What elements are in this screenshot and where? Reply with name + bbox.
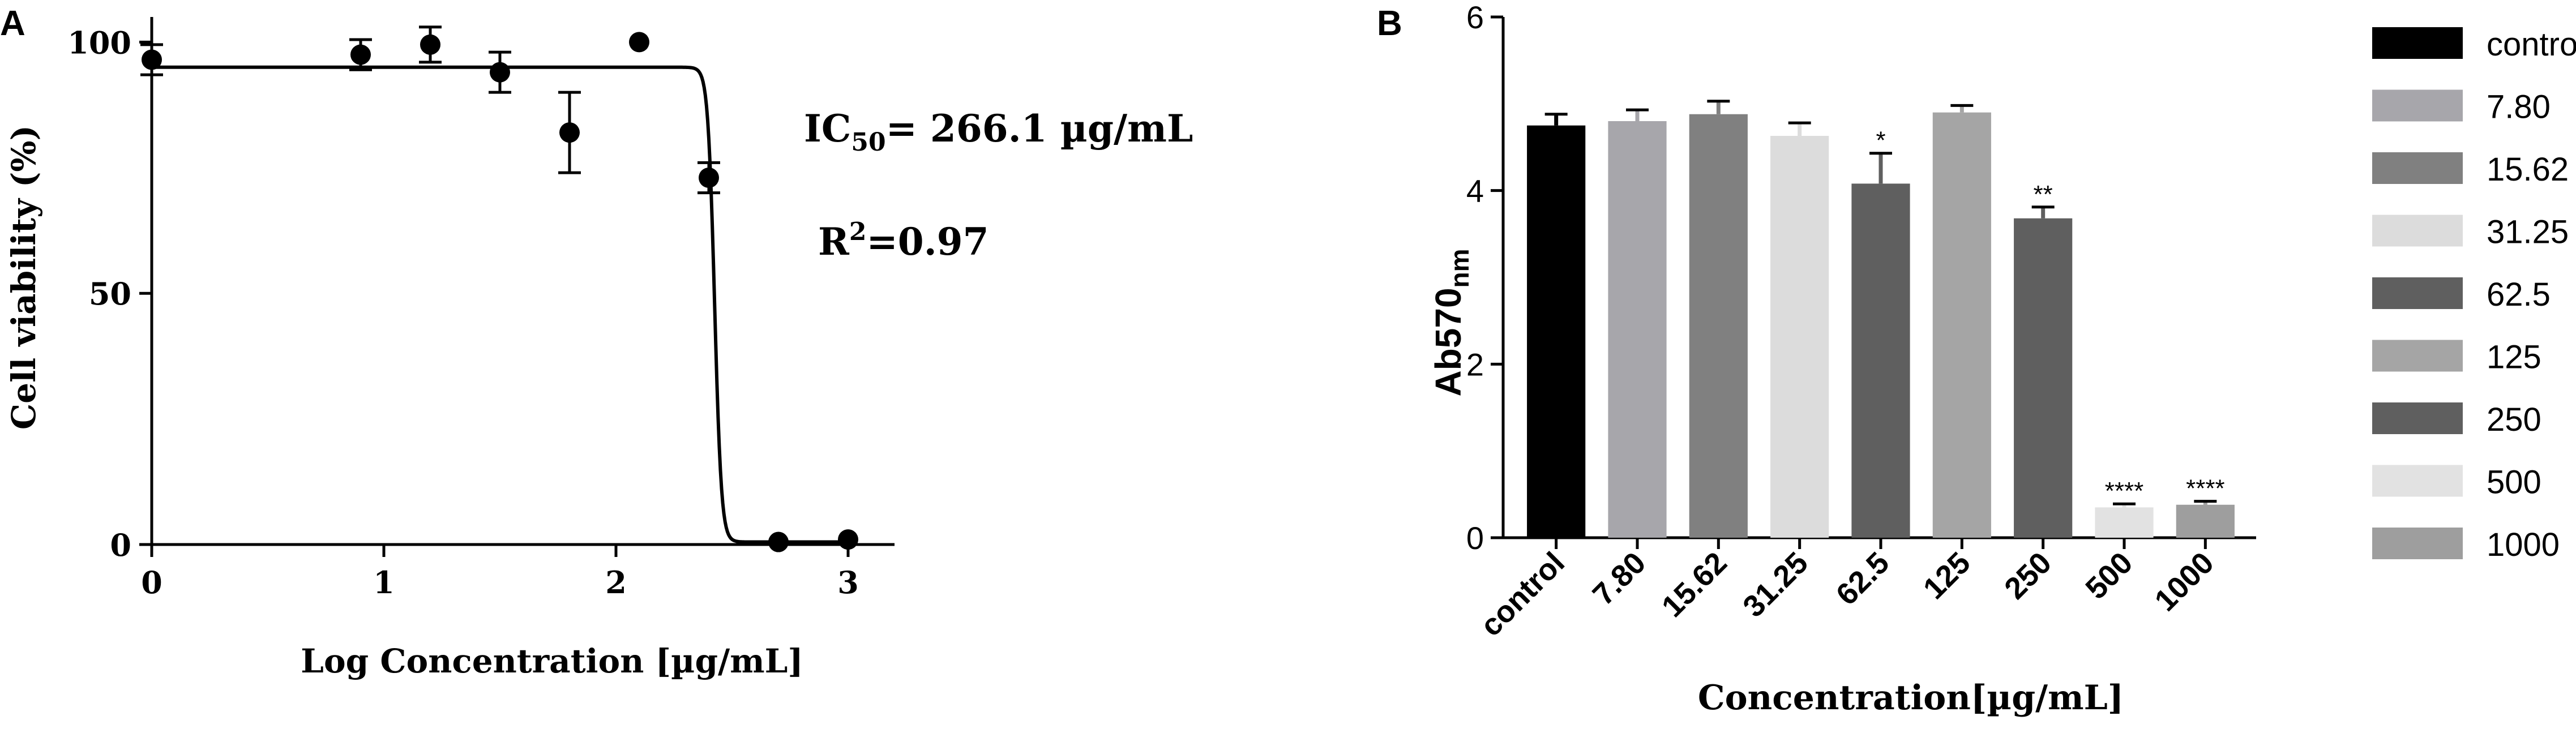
legend-swatch <box>2372 402 2463 434</box>
bar <box>1689 114 1748 538</box>
legend-label: 15.62 <box>2487 151 2569 188</box>
significance-label: ** <box>2034 181 2053 208</box>
data-point <box>420 34 440 55</box>
y-label-main: Ab570 <box>1428 288 1469 396</box>
ic50-value: = 266.1 µg/mL <box>886 106 1193 151</box>
legend-label: 31.25 <box>2487 214 2569 251</box>
data-point <box>142 49 162 70</box>
bar <box>1851 183 1910 538</box>
legend-label: 500 <box>2487 464 2541 501</box>
panel-a-letter: A <box>0 4 25 43</box>
panel-a-y-tick-label: 0 <box>110 527 131 563</box>
data-point <box>350 44 371 65</box>
panel-a-x-tick-label: 1 <box>373 564 395 601</box>
panel-a: A 0 50 100 0 1 2 3 Cell viability (%) Log Conc… <box>0 4 1193 680</box>
panel-b-x-tick-label: 250 <box>1998 546 2058 606</box>
data-point <box>559 122 580 143</box>
panel-b-x-tick-label: 62.5 <box>1830 546 1896 612</box>
panel-b-x-tick-label: control <box>1474 546 1571 643</box>
significance-label: **** <box>2105 477 2144 505</box>
panel-a-fit-curve <box>152 65 848 544</box>
panel-b-y-axis-label: Ab570nm <box>1428 248 1474 396</box>
fit-curve <box>152 65 848 544</box>
panel-b-x-tick-label: 15.62 <box>1655 546 1734 624</box>
bar <box>1608 121 1667 538</box>
legend-label: control <box>2487 26 2576 63</box>
r2-superscript: 2 <box>849 217 867 246</box>
legend-swatch <box>2372 89 2463 122</box>
data-point <box>699 168 719 188</box>
legend-label: 1000 <box>2487 526 2560 563</box>
r2-annotation: R2=0.97 <box>818 217 989 264</box>
legend-label: 250 <box>2487 401 2541 438</box>
legend-swatch <box>2372 465 2463 497</box>
legend-label: 7.80 <box>2487 89 2551 126</box>
panel-b-y-tick-label: 0 <box>1466 520 1484 556</box>
bar <box>2176 504 2235 538</box>
legend-swatch <box>2372 27 2463 59</box>
panel-b-x-tick-label: 31.25 <box>1736 546 1815 624</box>
data-point <box>490 62 510 83</box>
panel-a-x-tick-label: 3 <box>837 564 859 601</box>
legend-label: 125 <box>2487 339 2541 376</box>
significance-label: * <box>1876 127 1885 155</box>
significance-label: **** <box>2186 475 2225 503</box>
panel-b-x-axis-label: Concentration[µg/mL] <box>1698 678 2124 718</box>
data-point <box>629 32 649 53</box>
ic50-annotation: IC50= 266.1 µg/mL <box>804 106 1193 157</box>
legend-swatch <box>2372 152 2463 184</box>
panel-a-data-points <box>140 25 858 552</box>
r2-value: =0.97 <box>866 220 989 264</box>
panel-b-bars: ******* **** <box>1527 100 2235 538</box>
panel-b-y-tick-label: 6 <box>1466 0 1484 35</box>
panel-a-x-tick-label: 2 <box>605 564 627 601</box>
bar <box>2014 218 2073 538</box>
panel-b-y-tick-label: 2 <box>1466 346 1484 382</box>
panel-a-y-tick-label: 50 <box>89 276 131 312</box>
panel-a-y-tick-label: 100 <box>67 24 131 61</box>
ic50-subscript: 50 <box>851 128 885 157</box>
panel-b-x-tick-label: 1000 <box>2148 546 2220 618</box>
bar <box>1932 112 1991 538</box>
bar <box>1770 136 1829 538</box>
r2-prefix: R <box>818 220 850 264</box>
legend-label: 62.5 <box>2487 276 2551 313</box>
bar <box>2095 507 2154 538</box>
panel-b-letter: B <box>1377 4 1402 43</box>
panel-b-x-tick-label: 500 <box>2079 546 2139 606</box>
panel-a-axes: 0 50 100 0 1 2 3 <box>67 17 895 601</box>
panel-a-y-axis-label: Cell viability (%) <box>5 125 43 430</box>
panel-b-y-tick-label: 4 <box>1466 173 1484 209</box>
bar <box>1527 125 1586 538</box>
data-point <box>768 531 789 552</box>
legend-swatch <box>2372 528 2463 559</box>
ic50-prefix: IC <box>804 106 851 151</box>
panel-a-x-axis-label: Log Concentration [µg/mL] <box>301 642 803 680</box>
legend-swatch <box>2372 215 2463 247</box>
panel-b-legend: control 7.80 15.62 31.25 62.5 125 250 500 1000 <box>2372 26 2576 563</box>
legend-swatch <box>2372 340 2463 372</box>
panel-b-x-tick-label: 125 <box>1917 546 1977 606</box>
y-label-subscript: nm <box>1445 248 1474 288</box>
panel-a-x-tick-label: 0 <box>141 564 162 601</box>
legend-swatch <box>2372 277 2463 309</box>
panel-b-x-tick-label: 7.80 <box>1586 546 1653 612</box>
data-point <box>838 529 858 550</box>
